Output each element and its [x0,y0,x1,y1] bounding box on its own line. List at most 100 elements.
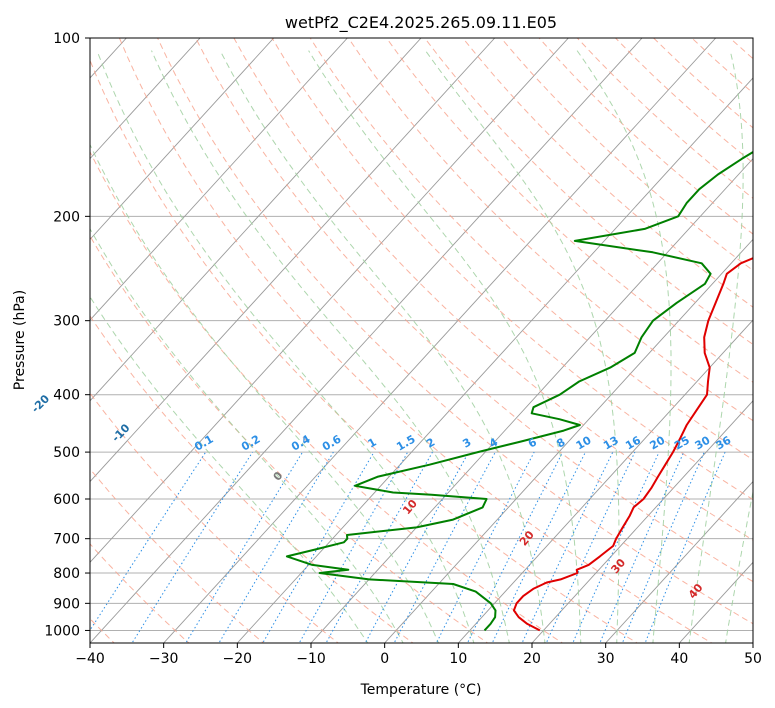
dewpoint-profile [285,150,753,632]
isotherm-line [384,238,753,643]
moist-adiabat-line [219,50,546,643]
moist-adiabat-line [96,50,475,643]
mixing-ratio-label: 0.2 [239,433,262,454]
moist-adiabat-line [90,143,440,643]
x-tick-label: −40 [75,651,105,667]
dry-adiabat-line [90,468,265,643]
y-tick-label: 1000 [44,623,80,639]
x-tick-label: 30 [597,651,615,667]
x-tick-label: 0 [380,651,389,667]
mixing-ratio-line [131,451,254,643]
isotherm-line [237,77,753,643]
dry-adiabat-line [462,38,753,308]
moist-adiabat-line [725,489,753,643]
x-axis-label: Temperature (°C) [360,682,482,698]
isotherm-line [310,157,753,643]
plot-frame [89,37,754,644]
y-tick-label: 100 [53,31,80,47]
dry-adiabat-line [90,150,564,643]
mixing-ratio-label: 13 [601,434,621,453]
mixing-ratio-line [521,451,614,643]
moist-adiabat-label: 10 [400,497,420,517]
dry-adiabat-line [90,315,414,643]
dry-adiabat-line [424,38,753,345]
mixing-ratio-line [435,451,535,643]
dry-adiabat-line [157,38,753,625]
moist-adiabat-line [576,50,672,643]
y-tick-label: 700 [53,532,80,548]
y-tick-label: 800 [53,566,80,582]
dry-adiabat-line [271,38,753,501]
dry-adiabat-label: -10 [109,421,132,444]
mixing-ratio-line [545,451,636,643]
moist-adiabat-line [151,50,510,643]
mixing-ratio-line [393,451,496,643]
x-tick-label: 20 [523,651,541,667]
mixing-ratio-label: 30 [693,433,713,452]
moist-adiabat-label: 20 [517,528,537,548]
dry-adiabat-line [118,38,713,643]
isotherm-line [90,38,422,402]
mixing-ratio-line [262,451,375,643]
mixing-ratio-line [90,451,207,632]
isotherm-line [752,642,753,643]
mixing-ratio-line [466,451,564,643]
dry-adiabat-line [386,38,753,383]
dry-adiabat-line [90,392,339,643]
y-tick-label: 500 [53,445,80,461]
mixing-ratio-label: 1 [366,436,379,451]
background-grid [90,38,775,645]
dry-adiabat-line [90,235,489,643]
mixing-ratio-line [599,451,685,643]
moist-adiabat-line [90,227,404,643]
moist-adiabat-label: 0 [271,469,286,483]
mixing-ratio-line [185,451,304,643]
mixing-ratio-label: 1.5 [394,433,417,454]
dry-adiabat-line [90,543,190,643]
profile-series [285,150,753,632]
dry-adiabat-line [768,38,775,645]
y-axis-label: Pressure (hPa) [12,290,28,390]
x-tick-label: 10 [449,651,467,667]
mixing-ratio-label: 36 [713,433,733,452]
isotherm-line [90,38,275,241]
y-tick-label: 200 [53,209,80,225]
dry-adiabat-line [195,38,753,583]
y-tick-label: 900 [53,596,80,612]
mixing-ratio-label: 20 [647,433,667,452]
moist-adiabat-line [90,295,369,643]
x-tick-label: 50 [744,651,762,667]
mixing-ratio-line [491,451,586,643]
y-tick-label: 400 [53,388,80,404]
moist-adiabat-line [308,50,582,643]
moist-adiabat-line [688,50,744,643]
y-tick-label: 600 [53,492,80,508]
y-tick-label: 300 [53,314,80,330]
isotherm-line [531,400,753,643]
dry-adiabat-label: -20 [29,392,52,415]
isotherm-line [679,561,753,643]
mixing-ratio-line [572,451,660,643]
isotherm-line [163,38,717,643]
dry-adiabat-line [233,38,753,541]
isotherm-line [90,38,569,563]
mixing-ratio-line [644,451,726,643]
moist-adiabat-line [424,50,620,643]
isotherm-line [90,38,348,321]
dry-adiabat-line [90,59,638,643]
mixing-ratio-label: 10 [574,433,594,452]
dry-adiabat-line [729,38,753,60]
x-tick-label: −10 [296,651,326,667]
x-tick-label: 40 [670,651,688,667]
isotherm-line [458,319,753,643]
chart-title: wetPf2_C2E4.2025.265.09.11.E05 [285,13,557,33]
x-tick-label: −30 [149,651,179,667]
isotherm-line [605,480,753,643]
moist-adiabat-label: 40 [686,581,706,601]
isotherm-line [90,38,643,643]
mixing-ratio-label: 0.4 [289,432,313,453]
mixing-ratio-label: 3 [460,436,473,451]
mixing-ratio-label: 0.6 [320,432,344,453]
mixing-ratio-label: 8 [554,436,567,451]
